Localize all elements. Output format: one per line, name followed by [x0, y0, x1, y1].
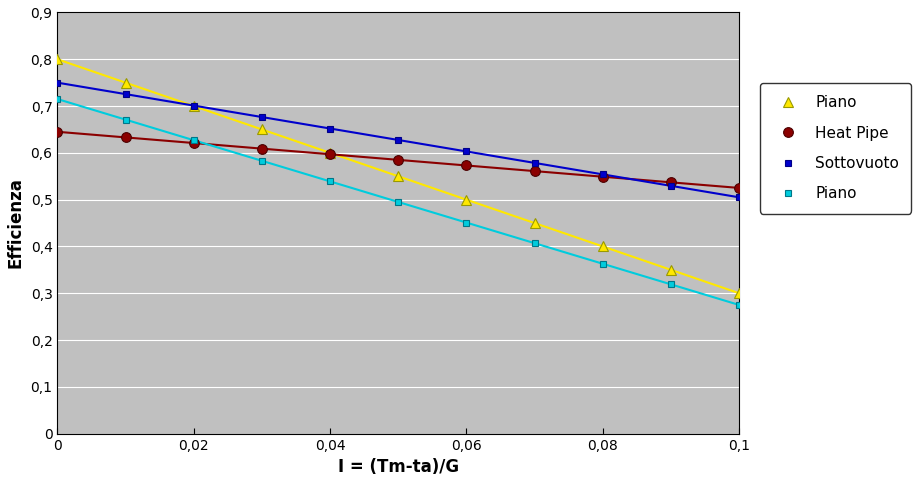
- Heat Pipe: [256, 146, 267, 152]
- Heat Pipe: [51, 129, 62, 135]
- Sottovuoto: [733, 194, 744, 200]
- Line: Piano: Piano: [54, 96, 742, 308]
- Sottovuoto: [460, 149, 471, 155]
- Piano: [392, 199, 403, 205]
- Heat Pipe: [597, 174, 608, 180]
- Piano: [324, 179, 335, 185]
- Piano: [51, 96, 62, 102]
- Piano: [324, 150, 335, 156]
- Piano: [256, 127, 267, 132]
- Piano: [665, 267, 676, 273]
- Piano: [460, 220, 471, 226]
- Sottovuoto: [392, 137, 403, 143]
- Piano: [597, 243, 608, 249]
- Sottovuoto: [665, 183, 676, 189]
- Piano: [665, 282, 676, 287]
- Piano: [120, 80, 131, 85]
- Sottovuoto: [51, 80, 62, 85]
- Piano: [256, 158, 267, 164]
- Piano: [120, 117, 131, 123]
- Piano: [460, 197, 471, 202]
- Heat Pipe: [665, 179, 676, 185]
- Line: Heat Pipe: Heat Pipe: [52, 127, 744, 193]
- Piano: [188, 103, 199, 109]
- X-axis label: I = (Tm-ta)/G: I = (Tm-ta)/G: [337, 458, 459, 476]
- Heat Pipe: [188, 140, 199, 146]
- Piano: [597, 261, 608, 267]
- Sottovuoto: [597, 171, 608, 177]
- Sottovuoto: [256, 114, 267, 120]
- Heat Pipe: [529, 168, 540, 174]
- Heat Pipe: [733, 185, 744, 191]
- Sottovuoto: [324, 126, 335, 131]
- Piano: [188, 137, 199, 143]
- Piano: [392, 173, 403, 179]
- Heat Pipe: [324, 151, 335, 157]
- Y-axis label: Efficienza: Efficienza: [7, 178, 25, 269]
- Piano: [51, 57, 62, 62]
- Legend: Piano, Heat Pipe, Sottovuoto, Piano: Piano, Heat Pipe, Sottovuoto, Piano: [760, 83, 912, 213]
- Sottovuoto: [529, 160, 540, 166]
- Line: Piano: Piano: [52, 55, 744, 298]
- Piano: [529, 220, 540, 226]
- Heat Pipe: [392, 157, 403, 163]
- Heat Pipe: [120, 134, 131, 140]
- Piano: [733, 302, 744, 308]
- Line: Sottovuoto: Sottovuoto: [54, 79, 743, 201]
- Sottovuoto: [188, 103, 199, 109]
- Sottovuoto: [120, 91, 131, 97]
- Piano: [733, 290, 744, 296]
- Heat Pipe: [460, 163, 471, 169]
- Piano: [529, 240, 540, 246]
